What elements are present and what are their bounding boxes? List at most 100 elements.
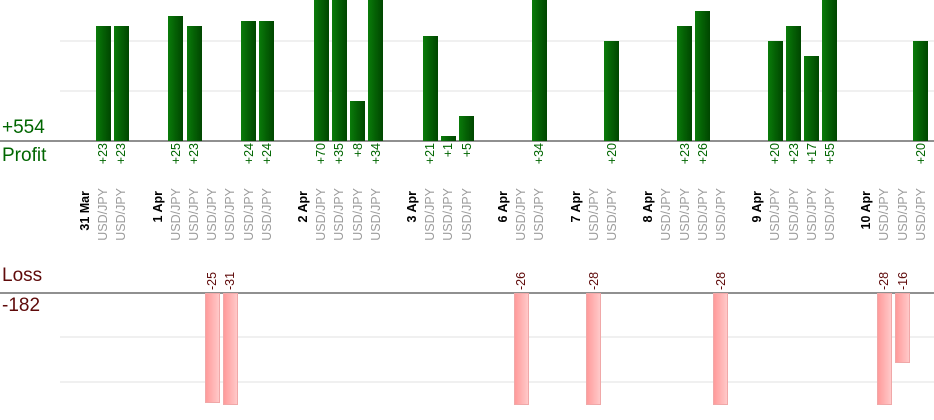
symbol-label: USD/JPY [514, 188, 529, 241]
symbol-label: USD/JPY [223, 188, 238, 241]
profit-value-label: +8 [350, 143, 365, 158]
symbol-label: USD/JPY [350, 188, 365, 241]
symbol-label: USD/JPY [187, 188, 202, 241]
symbol-label: USD/JPY [913, 188, 928, 241]
profit-value-label: +24 [259, 143, 274, 165]
date-label: 6 Apr [495, 191, 510, 223]
profit-bar [368, 0, 383, 141]
date-label: 1 Apr [150, 191, 165, 223]
profit-bar [695, 11, 710, 141]
loss-value-label: -28 [586, 271, 601, 290]
profit-value-label: +25 [168, 143, 183, 165]
symbol-label: USD/JPY [659, 188, 674, 241]
profit-value-label: +70 [314, 143, 329, 165]
date-label: 3 Apr [405, 191, 420, 223]
profit-bar [332, 0, 347, 141]
symbol-label: USD/JPY [96, 188, 111, 241]
profit-value-label: +35 [332, 143, 347, 165]
profit-value-label: +20 [913, 143, 928, 165]
symbol-label: USD/JPY [114, 188, 129, 241]
loss-value-label: -31 [223, 271, 238, 290]
symbol-label: USD/JPY [804, 188, 819, 241]
profit-value-label: +34 [532, 143, 547, 165]
loss-bar [877, 293, 892, 405]
profit-bar [241, 21, 256, 141]
profit-bar [768, 41, 783, 141]
symbol-label: USD/JPY [604, 188, 619, 241]
profit-value-label: +26 [695, 143, 710, 165]
symbol-label: USD/JPY [532, 188, 547, 241]
symbol-label: USD/JPY [768, 188, 783, 241]
profit-value-label: +5 [459, 143, 474, 158]
profit-bar [259, 21, 274, 141]
loss-bar [205, 293, 220, 403]
symbol-label: USD/JPY [368, 188, 383, 241]
symbol-label: USD/JPY [332, 188, 347, 241]
symbol-label: USD/JPY [877, 188, 892, 241]
profit-value-label: +23 [187, 143, 202, 165]
loss-value-label: -25 [205, 271, 220, 290]
profit-value-label: +55 [822, 143, 837, 165]
profit-bar [350, 101, 365, 141]
symbol-label: USD/JPY [895, 188, 910, 241]
profit-value-label: +21 [423, 143, 438, 165]
profit-bar [913, 41, 928, 141]
loss-total-label: -182 [2, 295, 41, 316]
loss-bar [586, 293, 601, 405]
date-label: 7 Apr [568, 191, 583, 223]
profit-value-label: +20 [768, 143, 783, 165]
profit-bar [423, 36, 438, 141]
profit-value-label: +24 [241, 143, 256, 165]
profit-bar [822, 0, 837, 141]
loss-gridline-20 [60, 381, 934, 383]
profit-value-label: +1 [441, 143, 456, 158]
loss-bar [713, 293, 728, 405]
loss-gridline-10 [60, 336, 934, 338]
date-label: 8 Apr [641, 191, 656, 223]
profit-bar [441, 136, 456, 141]
symbol-label: USD/JPY [441, 188, 456, 241]
profit-value-label: +34 [368, 143, 383, 165]
symbol-label: USD/JPY [423, 188, 438, 241]
profit-bar [604, 41, 619, 141]
profit-value-label: +23 [96, 143, 111, 165]
profit-value-label: +23 [786, 143, 801, 165]
symbol-label: USD/JPY [822, 188, 837, 241]
date-label: 2 Apr [296, 191, 311, 223]
symbol-label: USD/JPY [713, 188, 728, 241]
symbol-label: USD/JPY [695, 188, 710, 241]
profit-value-label: +23 [114, 143, 129, 165]
symbol-label: USD/JPY [168, 188, 183, 241]
loss-value-label: -28 [713, 271, 728, 290]
symbol-label: USD/JPY [241, 188, 256, 241]
profit-bar [314, 0, 329, 141]
profit-total-label: +554 [2, 117, 45, 138]
loss-axis-title: Loss [2, 265, 43, 286]
date-label: 31 Mar [78, 191, 92, 231]
profit-bar [168, 16, 183, 141]
profit-bar [677, 26, 692, 141]
symbol-label: USD/JPY [586, 188, 601, 241]
symbol-label: USD/JPY [205, 188, 220, 241]
profit-axis-title: Profit [2, 145, 47, 166]
profit-value-label: +23 [677, 143, 692, 165]
date-label: 10 Apr [859, 191, 874, 230]
profit-bar [459, 116, 474, 141]
symbol-label: USD/JPY [677, 188, 692, 241]
profit-gridline-10 [60, 90, 934, 92]
date-label: 9 Apr [750, 191, 765, 223]
profit-gridline-20 [60, 40, 934, 42]
profit-value-label: +20 [604, 143, 619, 165]
loss-value-label: -16 [895, 271, 910, 290]
profit-bar [786, 26, 801, 141]
profit-bar [187, 26, 202, 141]
loss-value-label: -26 [514, 271, 529, 290]
profit-value-label: +17 [804, 143, 819, 165]
profit-bar [96, 26, 111, 141]
loss-bar [514, 293, 529, 405]
profit-bar [114, 26, 129, 141]
symbol-label: USD/JPY [314, 188, 329, 241]
loss-bar [895, 293, 910, 363]
loss-bar [223, 293, 238, 405]
